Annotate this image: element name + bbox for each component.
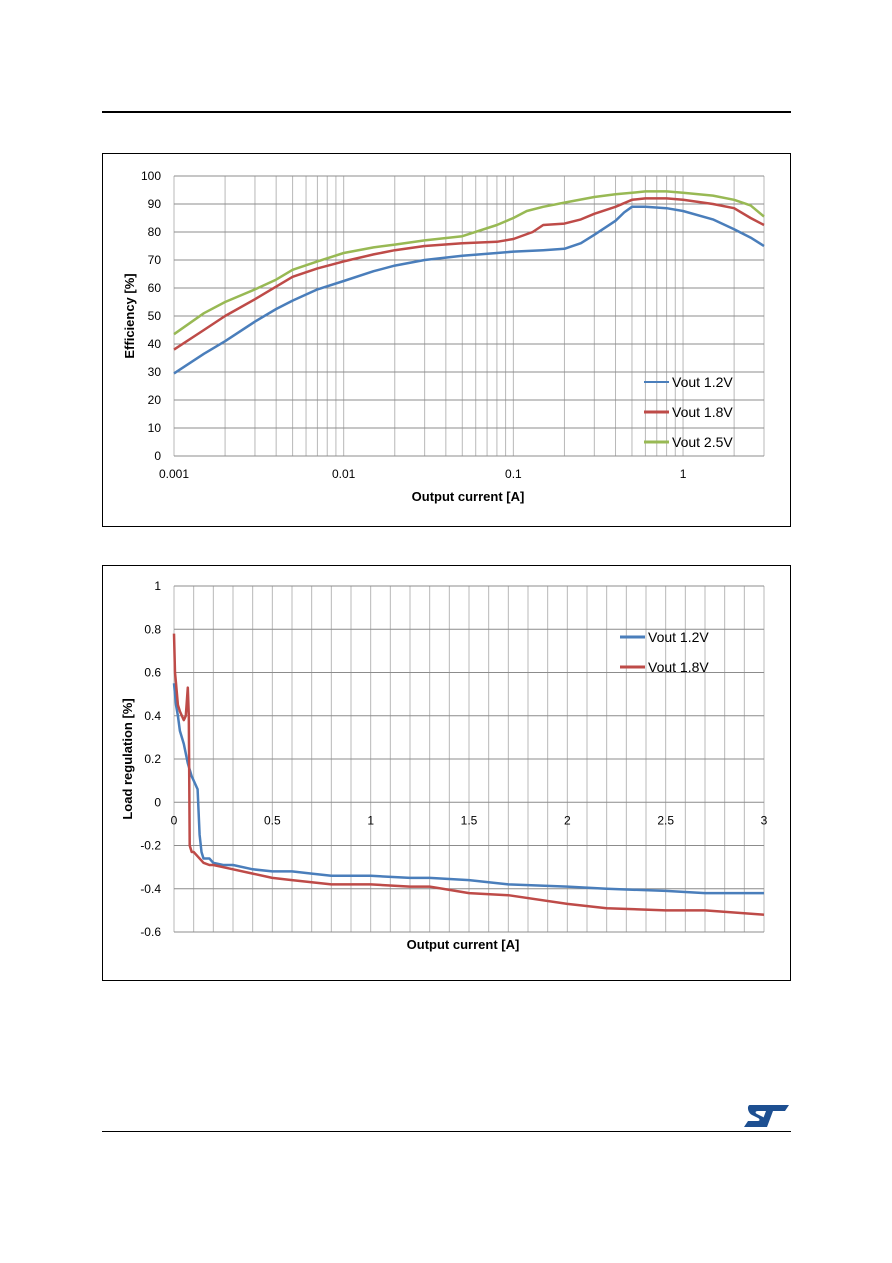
y-tick-label: -0.2	[140, 839, 161, 853]
y-tick-label: 80	[148, 225, 162, 239]
y-tick-label: 70	[148, 253, 162, 267]
legend-label-2: Vout 1.8V	[672, 404, 733, 420]
y-tick-label: 100	[141, 169, 161, 183]
x-axis-title: Output current [A]	[407, 937, 520, 952]
y-tick-label: 0	[154, 449, 161, 463]
efficiency-chart: 0 10 20 30 40 50 60 70 80 90 100 0.001 0.01 0.1 1 Outpu…	[102, 153, 791, 527]
x-tick-label: 0.5	[264, 813, 281, 827]
header-rule	[102, 111, 791, 113]
y-tick-label: 30	[148, 365, 162, 379]
y-tick-label: 90	[148, 197, 162, 211]
y-tick-label: 10	[148, 421, 162, 435]
footer-rule	[102, 1131, 791, 1132]
x-tick-label: 3	[761, 813, 768, 827]
legend-label-3: Vout 2.5V	[672, 434, 733, 450]
legend-label-1: Vout 1.2V	[648, 629, 709, 645]
x-axis-title: Output current [A]	[412, 489, 525, 504]
x-tick-label: 1.5	[461, 813, 478, 827]
series-line-1	[173, 205, 765, 375]
series-line-1	[172, 683, 764, 895]
load-regulation-chart-svg: -0.6 -0.4 -0.2 0 0.2 0.4 0.6 0.8 1 0 0.5 1 1.5 2 2.5 3 O…	[120, 579, 768, 952]
legend-label-2: Vout 1.8V	[648, 659, 709, 675]
x-tick-label: 1	[680, 467, 687, 481]
y-axis-title: Load regulation [%]	[120, 698, 135, 819]
y-tick-label: -0.6	[140, 925, 161, 939]
series-line-2	[173, 197, 765, 351]
y-tick-label: 1	[154, 579, 161, 593]
x-tick-label: 2.5	[657, 813, 674, 827]
x-tick-label: 2	[564, 813, 571, 827]
y-tick-label: 60	[148, 281, 162, 295]
efficiency-chart-svg: 0 10 20 30 40 50 60 70 80 90 100 0.001 0.01 0.1 1 Outpu…	[122, 169, 765, 504]
y-tick-label: 40	[148, 337, 162, 351]
load-regulation-chart: -0.6 -0.4 -0.2 0 0.2 0.4 0.6 0.8 1 0 0.5 1 1.5 2 2.5 3 O…	[102, 565, 791, 981]
legend-label-1: Vout 1.2V	[672, 374, 733, 390]
st-logo-icon	[744, 1105, 789, 1127]
y-tick-label: 0.8	[144, 622, 161, 636]
y-tick-label: 20	[148, 393, 162, 407]
x-tick-label: 0	[171, 813, 178, 827]
y-tick-label: 0.2	[144, 752, 161, 766]
y-tick-label: 0.6	[144, 666, 161, 680]
y-tick-label: 50	[148, 309, 162, 323]
y-tick-label: 0	[154, 795, 161, 809]
x-tick-label: 0.001	[159, 467, 189, 481]
y-tick-label: 0.4	[144, 709, 161, 723]
x-tick-label: 0.01	[332, 467, 356, 481]
x-tick-label: 0.1	[505, 467, 522, 481]
y-axis-title: Efficiency [%]	[122, 273, 137, 358]
series-line-3	[173, 190, 765, 336]
series-line-2	[172, 633, 765, 916]
y-tick-label: -0.4	[140, 882, 161, 896]
x-tick-label: 1	[367, 813, 374, 827]
